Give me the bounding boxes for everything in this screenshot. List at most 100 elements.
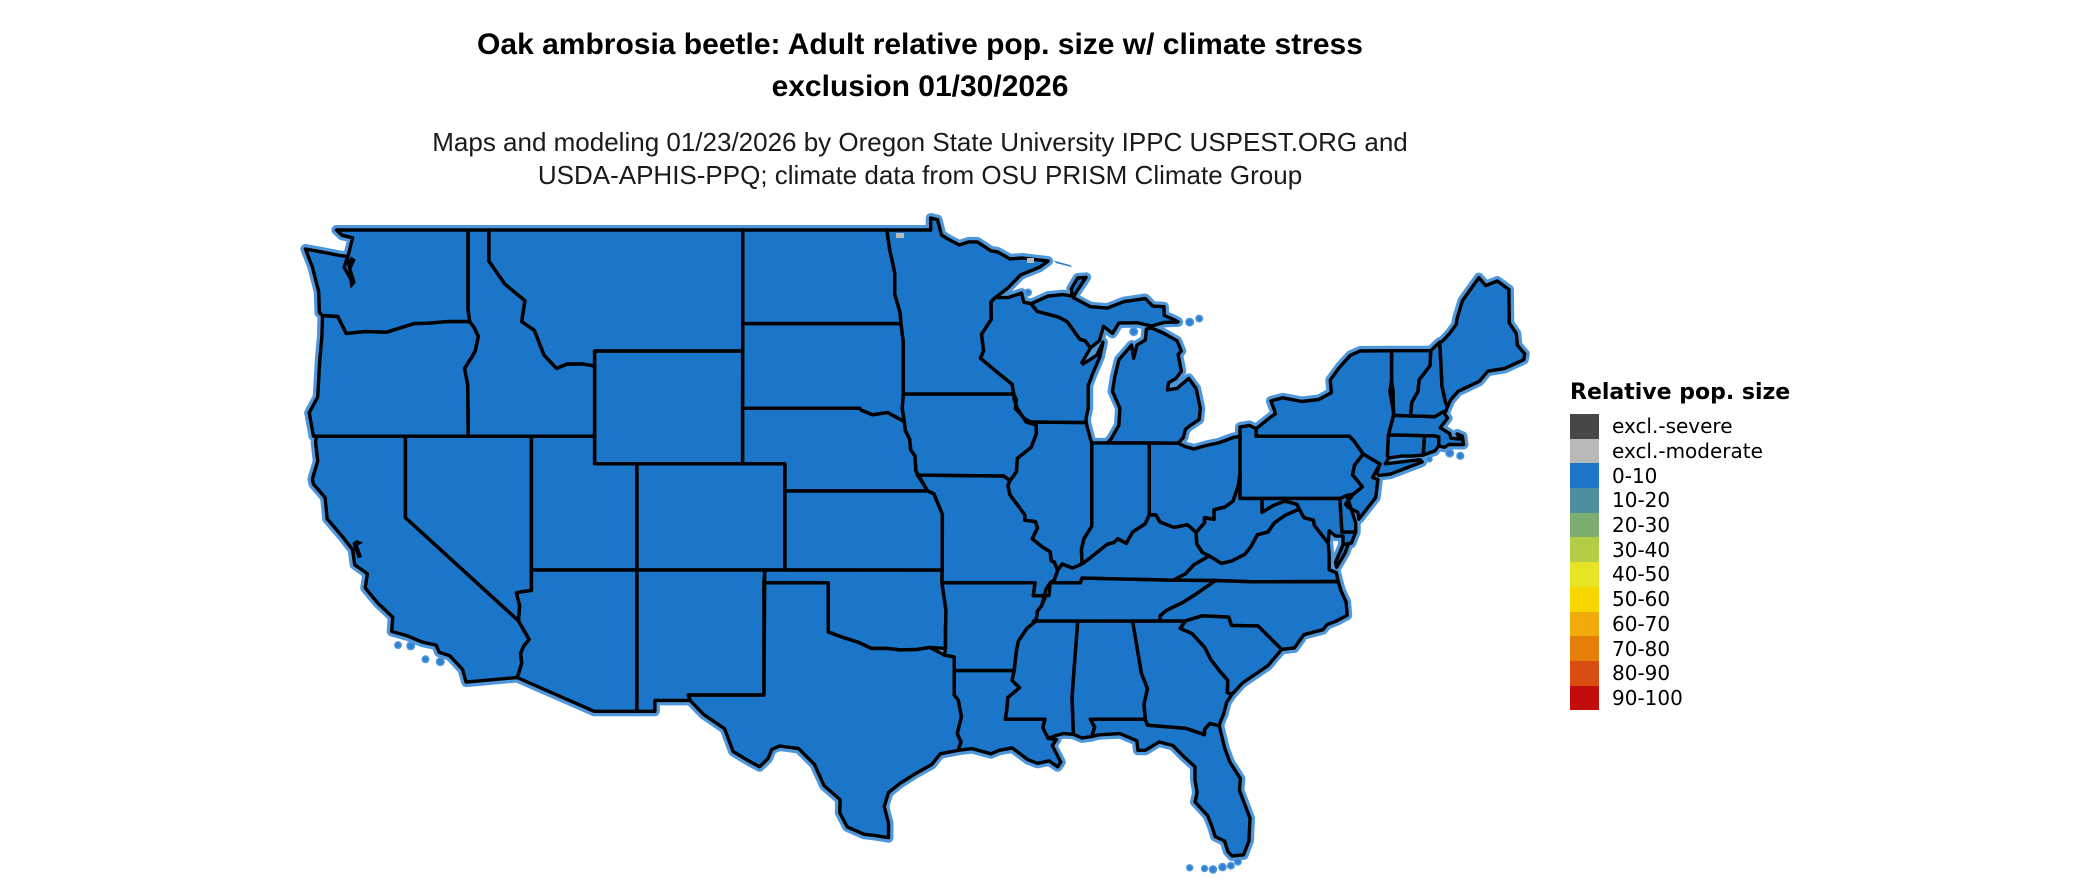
legend-swatch — [1570, 685, 1599, 711]
state-FL — [1090, 719, 1250, 856]
state-NM — [636, 569, 765, 712]
legend-item-label: excl.-severe — [1612, 414, 1733, 439]
state-IN — [1081, 442, 1150, 564]
state-MT — [488, 230, 743, 369]
state-border-IL — [1006, 420, 1094, 573]
legend-item: 0-10 — [1570, 463, 1790, 489]
legend-swatch — [1570, 512, 1599, 538]
legend-swatch — [1570, 586, 1599, 612]
island — [1235, 859, 1241, 865]
state-IA — [902, 394, 1037, 481]
state-OK — [763, 569, 946, 650]
legend-swatch — [1570, 537, 1599, 563]
state-NY — [1256, 350, 1423, 476]
island — [407, 642, 414, 649]
map-title-line2: exclusion 01/30/2026 — [771, 70, 1069, 103]
island — [1219, 864, 1226, 870]
state-border-MI — [1029, 275, 1202, 445]
legend-swatch — [1570, 562, 1599, 587]
state-NC — [1159, 580, 1348, 650]
state-WV — [1196, 473, 1300, 564]
map-subtitle-line2: USDA-APHIS-PPQ; climate data from OSU PR… — [537, 160, 1303, 190]
state-WI — [980, 293, 1103, 423]
legend-item: 60-70 — [1570, 611, 1790, 637]
state-GA — [1132, 620, 1232, 735]
state-VA — [1173, 509, 1349, 582]
legend-item: 90-100 — [1570, 685, 1790, 711]
state-CA — [312, 436, 530, 683]
exclusion-patch — [1027, 258, 1034, 263]
legend-swatch — [1570, 636, 1599, 661]
bay-water — [352, 540, 364, 559]
state-OR — [309, 315, 479, 437]
legend-item-label: 20-30 — [1612, 513, 1671, 538]
legend: Relative pop. size excl.-severe excl.-mo… — [1570, 380, 1791, 711]
bay-water — [348, 256, 356, 289]
state-fill-layer — [305, 218, 1525, 873]
island — [1427, 457, 1432, 462]
island — [1053, 260, 1073, 268]
legend-item-label: 30-40 — [1612, 537, 1671, 562]
state-KY — [1050, 514, 1210, 583]
legend-item-label: 40-50 — [1612, 562, 1671, 587]
state-PA — [1240, 425, 1364, 499]
legend-item-label: 0-10 — [1612, 463, 1658, 488]
legend-swatch — [1570, 414, 1599, 439]
legend-item: 10-20 — [1570, 488, 1790, 513]
map-title: Oak ambrosia beetle: Adult relative pop.… — [0, 24, 1840, 108]
legend-swatch — [1570, 611, 1599, 637]
legend-item-label: 10-20 — [1612, 488, 1671, 513]
map-subtitle-line1: Maps and modeling 01/23/2026 by Oregon S… — [432, 127, 1408, 157]
legend-item-label: 80-90 — [1612, 661, 1671, 686]
island — [1210, 866, 1216, 873]
state-MO — [917, 475, 1058, 596]
state-TX — [688, 582, 962, 838]
legend-item-label: 50-60 — [1612, 587, 1671, 612]
island — [423, 656, 428, 662]
state-border-AZ — [514, 568, 639, 713]
state-LA — [954, 670, 1061, 767]
state-MS — [1005, 620, 1078, 739]
island — [395, 642, 401, 648]
overlay-layer — [348, 233, 1034, 559]
legend-item: 70-80 — [1570, 636, 1790, 661]
state-ID — [464, 230, 595, 437]
state-border-OH — [1147, 434, 1242, 535]
legend-item: excl.-severe — [1570, 414, 1790, 439]
legend-item: excl.-moderate — [1570, 438, 1790, 464]
island — [1025, 290, 1031, 295]
state-CO — [636, 463, 785, 570]
state-SC — [1180, 615, 1282, 695]
state-ND — [742, 230, 901, 324]
state-NE — [742, 408, 928, 491]
legend-item-label: 60-70 — [1612, 611, 1671, 636]
island — [1457, 453, 1463, 459]
legend-swatch — [1570, 488, 1599, 513]
island — [1130, 328, 1137, 335]
legend-swatch — [1570, 660, 1599, 686]
legend-item: 20-30 — [1570, 512, 1790, 538]
legend-item: 30-40 — [1570, 537, 1790, 563]
island — [437, 658, 444, 665]
state-AR — [941, 582, 1046, 671]
legend-item-label: excl.-moderate — [1612, 439, 1763, 464]
legend-title: Relative pop. size — [1570, 380, 1791, 405]
state-border-MS — [1003, 619, 1080, 741]
state-border-NJ — [1343, 452, 1382, 521]
state-WA — [305, 230, 470, 334]
state-AZ — [516, 569, 637, 712]
legend-swatch — [1570, 438, 1599, 464]
state-border-FL — [1088, 717, 1252, 858]
map-subtitle: Maps and modeling 01/23/2026 by Oregon S… — [0, 126, 1840, 192]
state-SD — [742, 323, 905, 422]
state-AL — [1072, 621, 1148, 738]
state-KS — [784, 490, 943, 570]
state-UT — [531, 436, 637, 570]
island — [1196, 316, 1202, 322]
legend-swatch — [1570, 463, 1599, 489]
state-NH — [1410, 342, 1448, 417]
legend-item: 50-60 — [1570, 586, 1790, 612]
map-title-line1: Oak ambrosia beetle: Adult relative pop.… — [477, 28, 1363, 61]
island — [1228, 863, 1234, 869]
